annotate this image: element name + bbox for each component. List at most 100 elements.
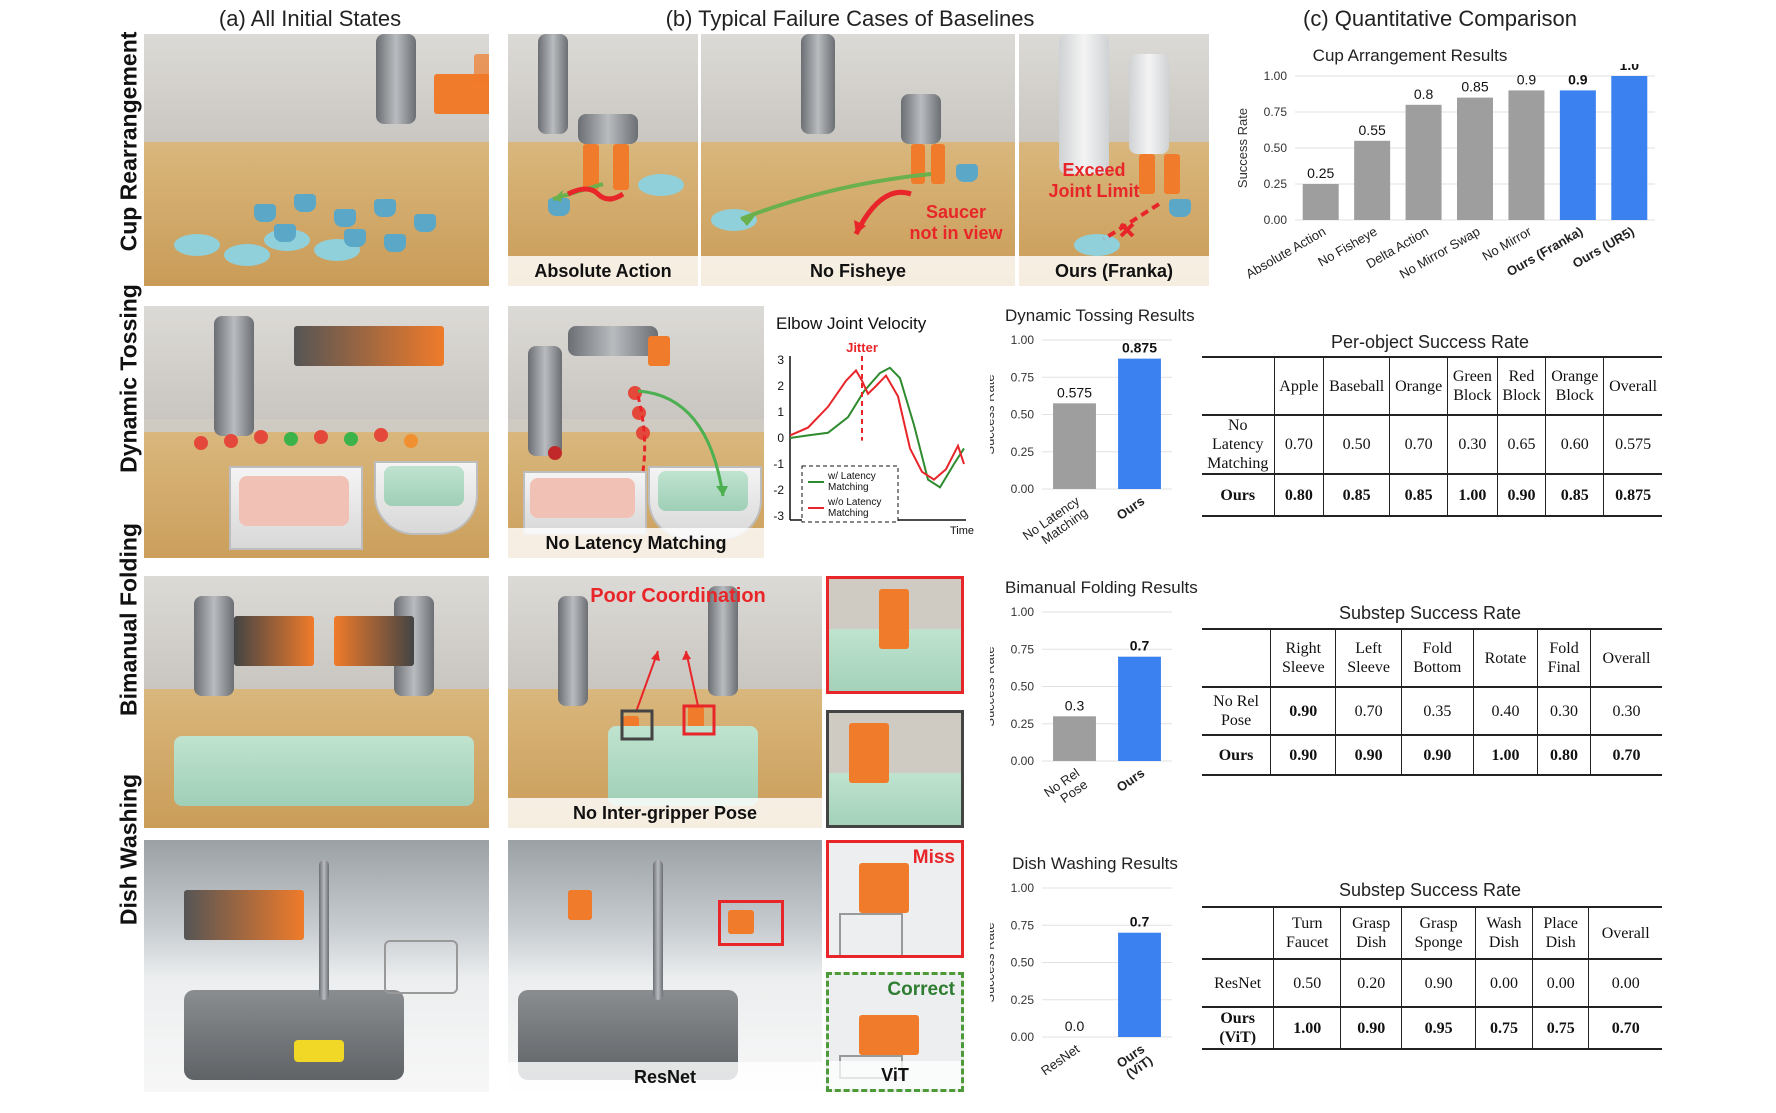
column-header: Apple xyxy=(1273,356,1324,415)
y-tick-label: -2 xyxy=(773,483,784,497)
column-header: Fold Final xyxy=(1537,628,1591,687)
column-header: Wash Dish xyxy=(1474,906,1533,959)
y-tick-label: 2 xyxy=(777,379,784,393)
table-cell: 0.875 xyxy=(1603,473,1662,517)
y-axis-label: Success Rate xyxy=(990,374,997,454)
y-tick-label: 0.00 xyxy=(1011,1030,1035,1044)
column-header: Green Block xyxy=(1447,356,1498,415)
row-label-cup: Cup Rearrangement xyxy=(115,31,142,252)
bar-value-label: 0.9 xyxy=(1568,71,1588,87)
table-row: No Latency Matching 0.70 0.50 0.70 0.30 0.65 0… xyxy=(1202,414,1662,474)
table-cell: 0.00 xyxy=(1588,958,1662,1007)
series-without-latency-matching xyxy=(789,368,965,481)
caption-absolute-action: Absolute Action xyxy=(508,256,698,286)
header-initial-states: (a) All Initial States xyxy=(218,6,402,31)
bar xyxy=(1354,140,1391,220)
table-cell: 1.00 xyxy=(1472,734,1538,776)
table-cell: 0.90 xyxy=(1496,473,1546,517)
column-header: Overall xyxy=(1590,628,1662,687)
table-cell: 0.75 xyxy=(1531,1006,1589,1050)
photo-toss-latency: No Latency Matching xyxy=(508,306,764,558)
bar-value-label: 0.875 xyxy=(1122,340,1157,356)
y-tick-label: 1.00 xyxy=(1011,881,1035,895)
table-cell: 0.85 xyxy=(1389,473,1448,517)
y-tick-label: 1.00 xyxy=(1011,605,1035,619)
table-cell: 0.90 xyxy=(1270,686,1336,735)
column-header: Left Sleeve xyxy=(1335,628,1402,687)
table-cell: 0.30 xyxy=(1447,414,1498,474)
legend-box xyxy=(801,465,899,523)
table-title-dish-substep: Substep Success Rate xyxy=(1338,880,1522,900)
photo-cup-fisheye: Saucer not in view No Fisheye xyxy=(701,34,1015,286)
table-cell: 0.70 xyxy=(1389,414,1448,474)
zoom-fold-gray xyxy=(826,710,964,828)
bar-value-label: 0.55 xyxy=(1359,122,1386,138)
bar xyxy=(1053,403,1096,489)
table-cell: 0.30 xyxy=(1537,686,1591,735)
column-header: Right Sleeve xyxy=(1270,628,1336,687)
bar-value-label: 0.7 xyxy=(1130,638,1150,654)
x-tick-label: Absolute Action xyxy=(1243,224,1328,282)
x-tick-label: Ours xyxy=(1114,765,1147,795)
table-title-per-object: Per-object Success Rate xyxy=(1330,332,1530,352)
table-cell: 0.85 xyxy=(1545,473,1604,517)
bar xyxy=(1405,104,1442,220)
zoom-fold-red xyxy=(826,576,964,694)
header-failure-cases: (b) Typical Failure Cases of Baselines xyxy=(665,6,1035,31)
note-saucer-not-in-view: Saucer not in view xyxy=(909,202,1003,243)
row-label: Ours xyxy=(1202,734,1271,776)
table-cell: 0.70 xyxy=(1590,734,1662,776)
bar-value-label: 0.3 xyxy=(1065,697,1085,713)
bar xyxy=(1053,716,1096,761)
table-cell: 0.20 xyxy=(1340,958,1402,1007)
column-header: Orange xyxy=(1389,356,1448,415)
y-tick-label: 0.00 xyxy=(1011,754,1035,768)
table-cell: 0.90 xyxy=(1340,1006,1402,1050)
y-tick-label: 0.75 xyxy=(1011,642,1035,656)
table-row: No Rel Pose 0.90 0.70 0.35 0.40 0.30 0.30 xyxy=(1202,686,1662,735)
photo-cup-initial xyxy=(144,34,489,286)
y-tick-label: 0.00 xyxy=(1264,213,1288,227)
column-header xyxy=(1202,356,1275,415)
chart-dynamic-tossing: 0.00 0.25 0.50 0.75 1.00 Success Rate 0.575 No … xyxy=(990,333,1172,547)
table-cell: 0.50 xyxy=(1273,958,1341,1007)
chart-title-toss: Dynamic Tossing Results xyxy=(1005,306,1195,325)
cup-absolute-arrows xyxy=(552,182,625,202)
table-dish-substep: Turn Faucet Grasp Dish Grasp Sponge Wash Di… xyxy=(1202,906,1662,1050)
header-quantitative: (c) Quantitative Comparison xyxy=(1303,6,1577,31)
table-title-fold-substep: Substep Success Rate xyxy=(1338,603,1522,623)
table-cell: 0.70 xyxy=(1588,1006,1662,1050)
table-cell: 0.50 xyxy=(1323,414,1390,474)
bar xyxy=(1118,656,1161,761)
column-header: Grasp Dish xyxy=(1340,906,1402,959)
table-row: Ours 0.80 0.85 0.85 1.00 0.90 0.85 0.875 xyxy=(1202,473,1662,517)
column-header xyxy=(1202,906,1274,959)
y-tick-label: 0.75 xyxy=(1011,918,1035,932)
table-cell: 0.575 xyxy=(1603,414,1662,474)
note-exceed-joint-limit: Exceed Joint Limit xyxy=(1048,160,1140,201)
table-cell: 0.60 xyxy=(1545,414,1604,474)
table-cell: 0.90 xyxy=(1270,734,1336,776)
table-row: ResNet 0.50 0.20 0.90 0.00 0.00 0.00 xyxy=(1202,958,1662,1007)
table-cell: 0.75 xyxy=(1474,1006,1533,1050)
table-cell: 0.00 xyxy=(1531,958,1589,1007)
column-header: Place Dish xyxy=(1531,906,1589,959)
x-tick-label: ResNet xyxy=(1038,1041,1082,1078)
chart-title-dish: Dish Washing Results xyxy=(1012,854,1178,873)
table-cell: 0.90 xyxy=(1401,958,1476,1007)
bar-value-label: 0.25 xyxy=(1307,165,1334,181)
photo-toss-initial xyxy=(144,306,489,558)
column-header: Overall xyxy=(1588,906,1662,959)
row-label: Ours (ViT) xyxy=(1202,1006,1274,1050)
y-tick-label: 0.00 xyxy=(1011,482,1035,496)
bar xyxy=(1559,90,1596,221)
y-axis-label: Success Rate xyxy=(990,922,997,1002)
table-cell: 0.95 xyxy=(1401,1006,1476,1050)
table-per-object: Apple Baseball Orange Green Block Red Block O… xyxy=(1202,356,1662,517)
bar-value-label: 0.0 xyxy=(1065,1018,1085,1034)
legend-entry-with: w/ Latency Matching xyxy=(827,471,876,493)
velocity-plot: 3 2 1 0 -1 -2 -3 Time Jitter w/ Latency Matching w/… xyxy=(773,340,974,537)
legend-entry-without: w/o Latency Matching xyxy=(827,497,881,519)
y-tick-label: 0.25 xyxy=(1011,717,1035,731)
zoom-dish-correct: Correct ViT xyxy=(826,972,964,1092)
